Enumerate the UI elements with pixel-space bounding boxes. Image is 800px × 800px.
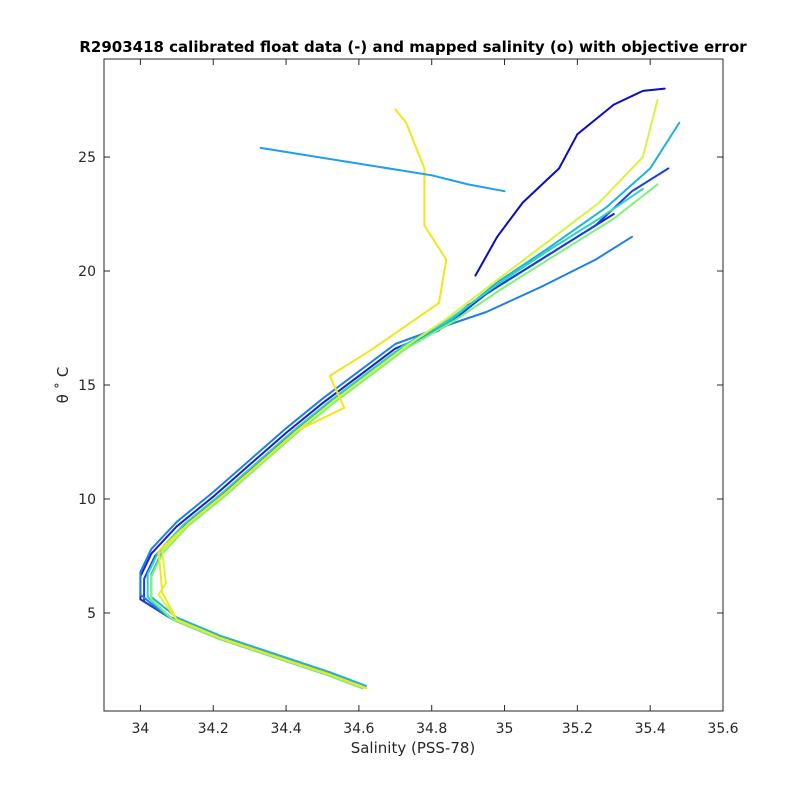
profile-line-8 <box>157 108 448 690</box>
profile-line-10 <box>259 146 506 193</box>
x-tick-label: 34.2 <box>198 721 229 737</box>
y-tick-label: 25 <box>78 150 96 166</box>
x-tick-label: 34.8 <box>416 721 447 737</box>
x-axis-label: Salinity (PSS-78) <box>351 739 476 757</box>
y-axis-label: θ ˚ C <box>54 367 72 404</box>
y-tick-label: 5 <box>87 606 96 622</box>
y-tick-label: 20 <box>78 264 96 280</box>
x-tick-label: 35.4 <box>635 721 666 737</box>
series-layer <box>139 87 681 690</box>
x-tick-label: 35.2 <box>562 721 593 737</box>
x-axis: 34 34.2 34.4 34.6 34.8 35 35.2 35.4 35.6 <box>131 59 739 737</box>
y-axis: 5 10 15 20 25 <box>78 150 723 622</box>
x-tick-label: 34.4 <box>270 721 301 737</box>
profile-line-9 <box>474 87 666 277</box>
y-tick-label: 10 <box>78 492 96 508</box>
x-tick-label: 35 <box>496 721 514 737</box>
profile-line-6 <box>150 183 659 690</box>
x-tick-label: 34 <box>131 721 149 737</box>
x-tick-label: 34.6 <box>343 721 374 737</box>
x-tick-label: 35.6 <box>707 721 738 737</box>
plot-area <box>104 59 723 711</box>
chart-title: R2903418 calibrated float data (-) and m… <box>79 38 747 56</box>
y-tick-label: 15 <box>78 378 96 394</box>
